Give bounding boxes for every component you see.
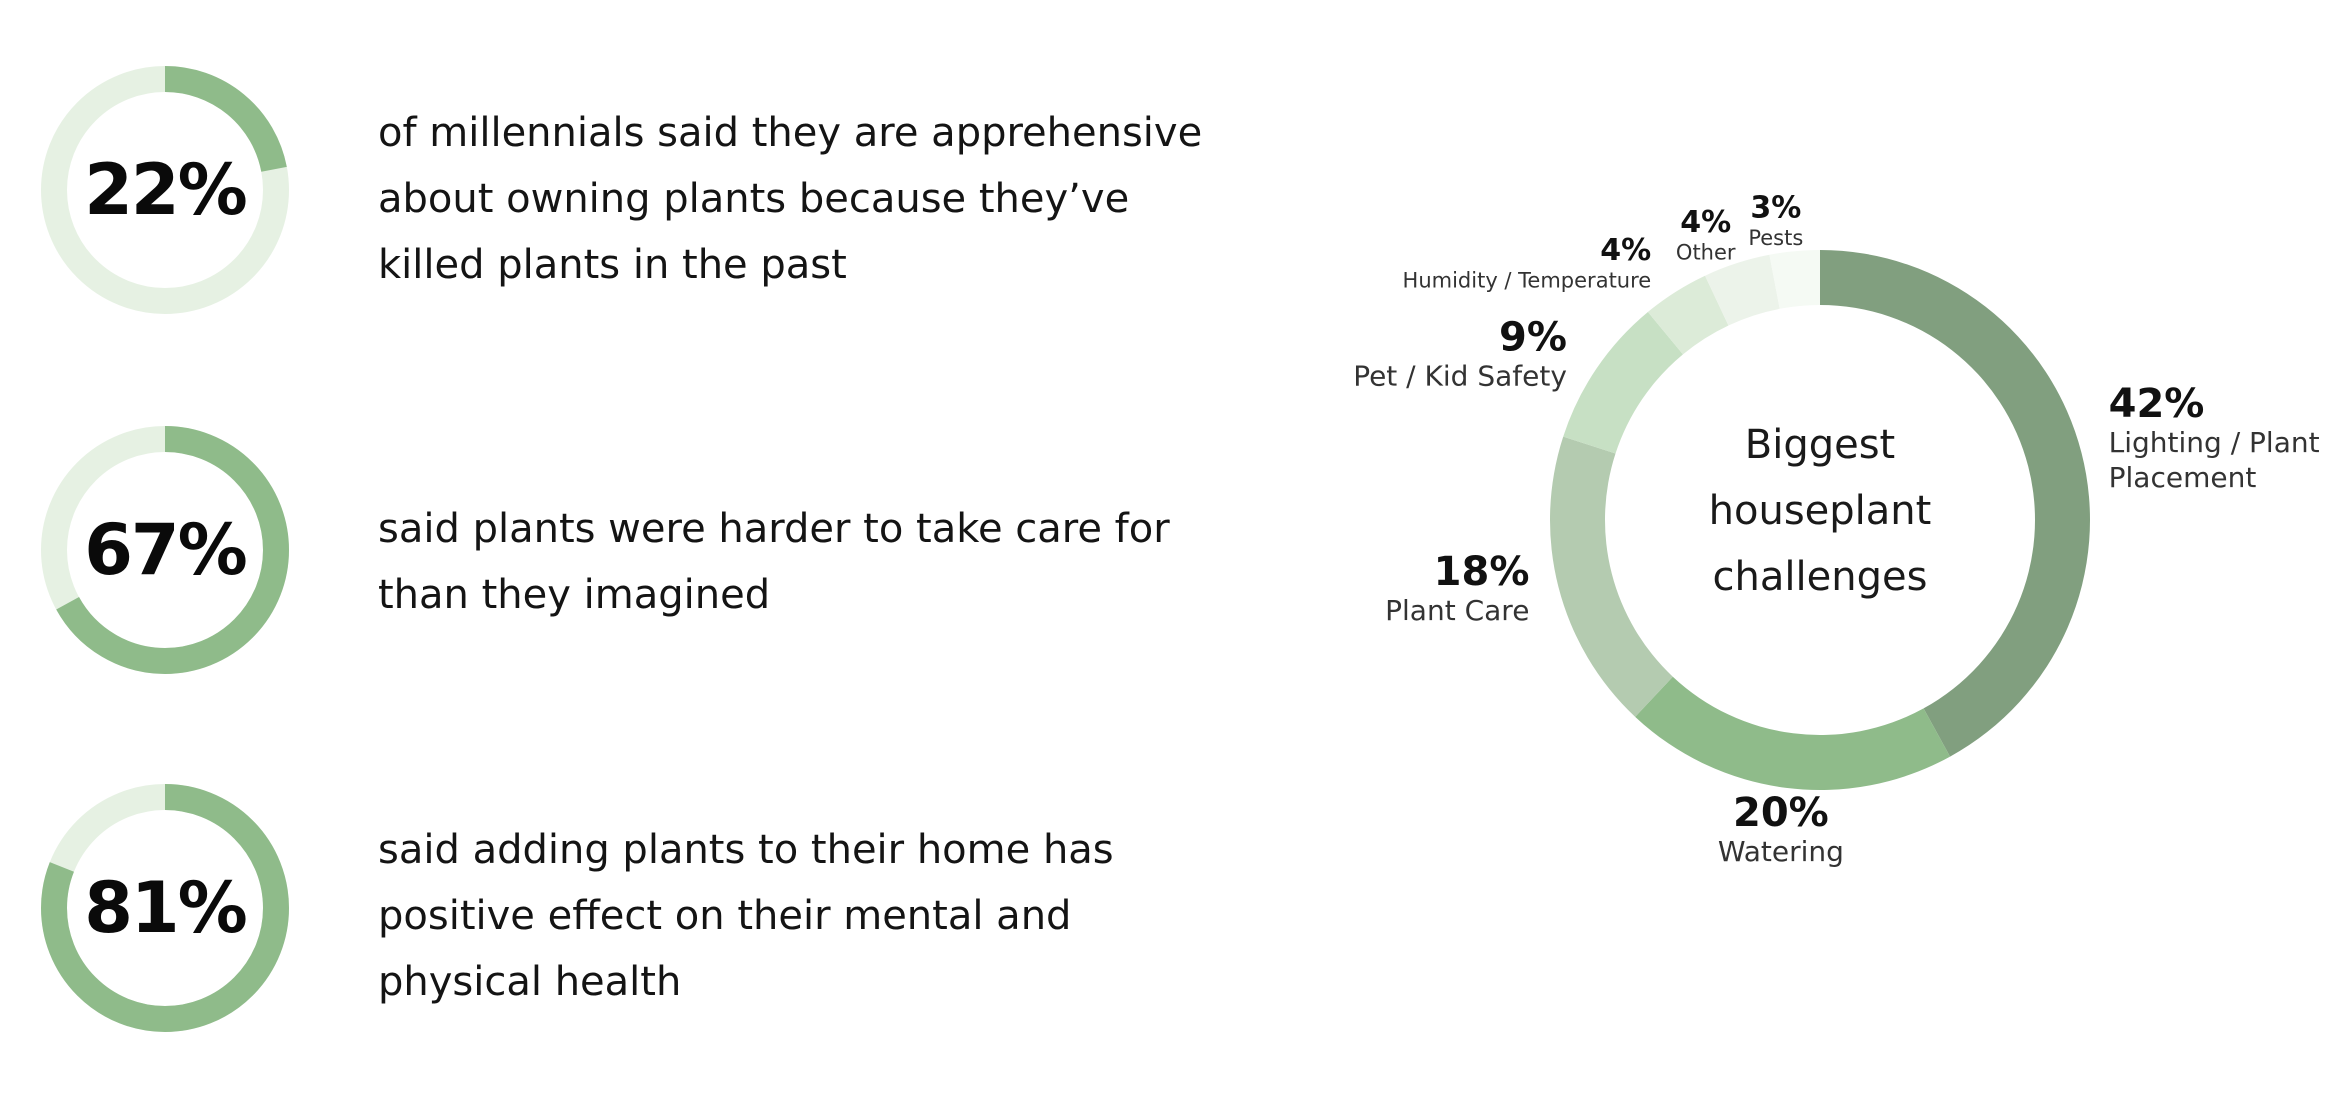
donut-slice (1550, 436, 1673, 717)
donut-slices (1550, 250, 2090, 790)
slice-percent-label: 4% (1600, 233, 1651, 268)
donut-slice (1769, 250, 1820, 309)
stat-description-line: of millennials said they are apprehensiv… (378, 110, 1203, 156)
slice-category-label: Plant Care (1385, 594, 1529, 627)
stat-description-3: said adding plants to their home has pos… (378, 817, 1198, 1015)
slice-category-label: Lighting / Plant (2109, 426, 2320, 459)
stat-description-line: about owning plants because they’ve (378, 176, 1130, 222)
stat-description-line: said plants were harder to take care for (378, 506, 1170, 552)
stat-percent-2: 67% (84, 509, 248, 591)
center-title-line: houseplant (1709, 488, 1932, 534)
stat-ring-1: 22% (40, 65, 290, 315)
stat-ring-fill-1 (41, 66, 289, 314)
slice-percent-label: 20% (1733, 790, 1829, 836)
donut-slice (1705, 254, 1780, 326)
stat-description-1: of millennials said they are apprehensiv… (378, 100, 1203, 298)
slice-category-label: Other (1676, 240, 1736, 264)
stat-ring-2: 67% (40, 425, 290, 675)
stat-ring-graphic-1 (41, 66, 289, 314)
slice-category-label: Humidity / Temperature (1403, 269, 1652, 293)
donut-slice (1563, 311, 1683, 454)
donut-center-title: Biggest houseplant challenges (1709, 422, 1932, 600)
slice-percent-label: 18% (1434, 549, 1530, 595)
stat-description-line: positive effect on their mental and (378, 893, 1072, 939)
stat-ring-3: 81% (40, 783, 290, 1033)
stat-description-line: said adding plants to their home has (378, 827, 1114, 873)
slice-percent-label: 4% (1680, 205, 1731, 240)
slice-category-label: Pests (1748, 226, 1803, 250)
stat-description-2: said plants were harder to take care for… (378, 496, 1198, 628)
center-title-line: challenges (1713, 554, 1928, 600)
slice-category-label: Watering (1718, 835, 1844, 868)
stat-ring-graphic-2 (41, 426, 289, 674)
center-title-line: Biggest (1745, 422, 1895, 468)
slice-category-label: Pet / Kid Safety (1353, 360, 1567, 393)
stat-description-line: physical health (378, 959, 682, 1005)
stat-ring-fill-2 (41, 426, 289, 674)
donut-slice (1635, 676, 1951, 790)
slice-category-label: Placement (2109, 461, 2257, 494)
donut-slice (1647, 275, 1729, 355)
slice-percent-label: 3% (1750, 190, 1801, 225)
stat-description-line: killed plants in the past (378, 242, 847, 288)
slice-percent-label: 42% (2109, 381, 2205, 427)
stat-ring-graphic-3 (41, 784, 289, 1032)
stat-description-line: than they imagined (378, 572, 771, 618)
donut-slice (1820, 250, 2090, 757)
stat-percent-3: 81% (84, 867, 248, 949)
stat-percent-1: 22% (84, 149, 248, 231)
stat-ring-fill-3 (41, 784, 289, 1032)
slice-percent-label: 9% (1499, 315, 1567, 361)
